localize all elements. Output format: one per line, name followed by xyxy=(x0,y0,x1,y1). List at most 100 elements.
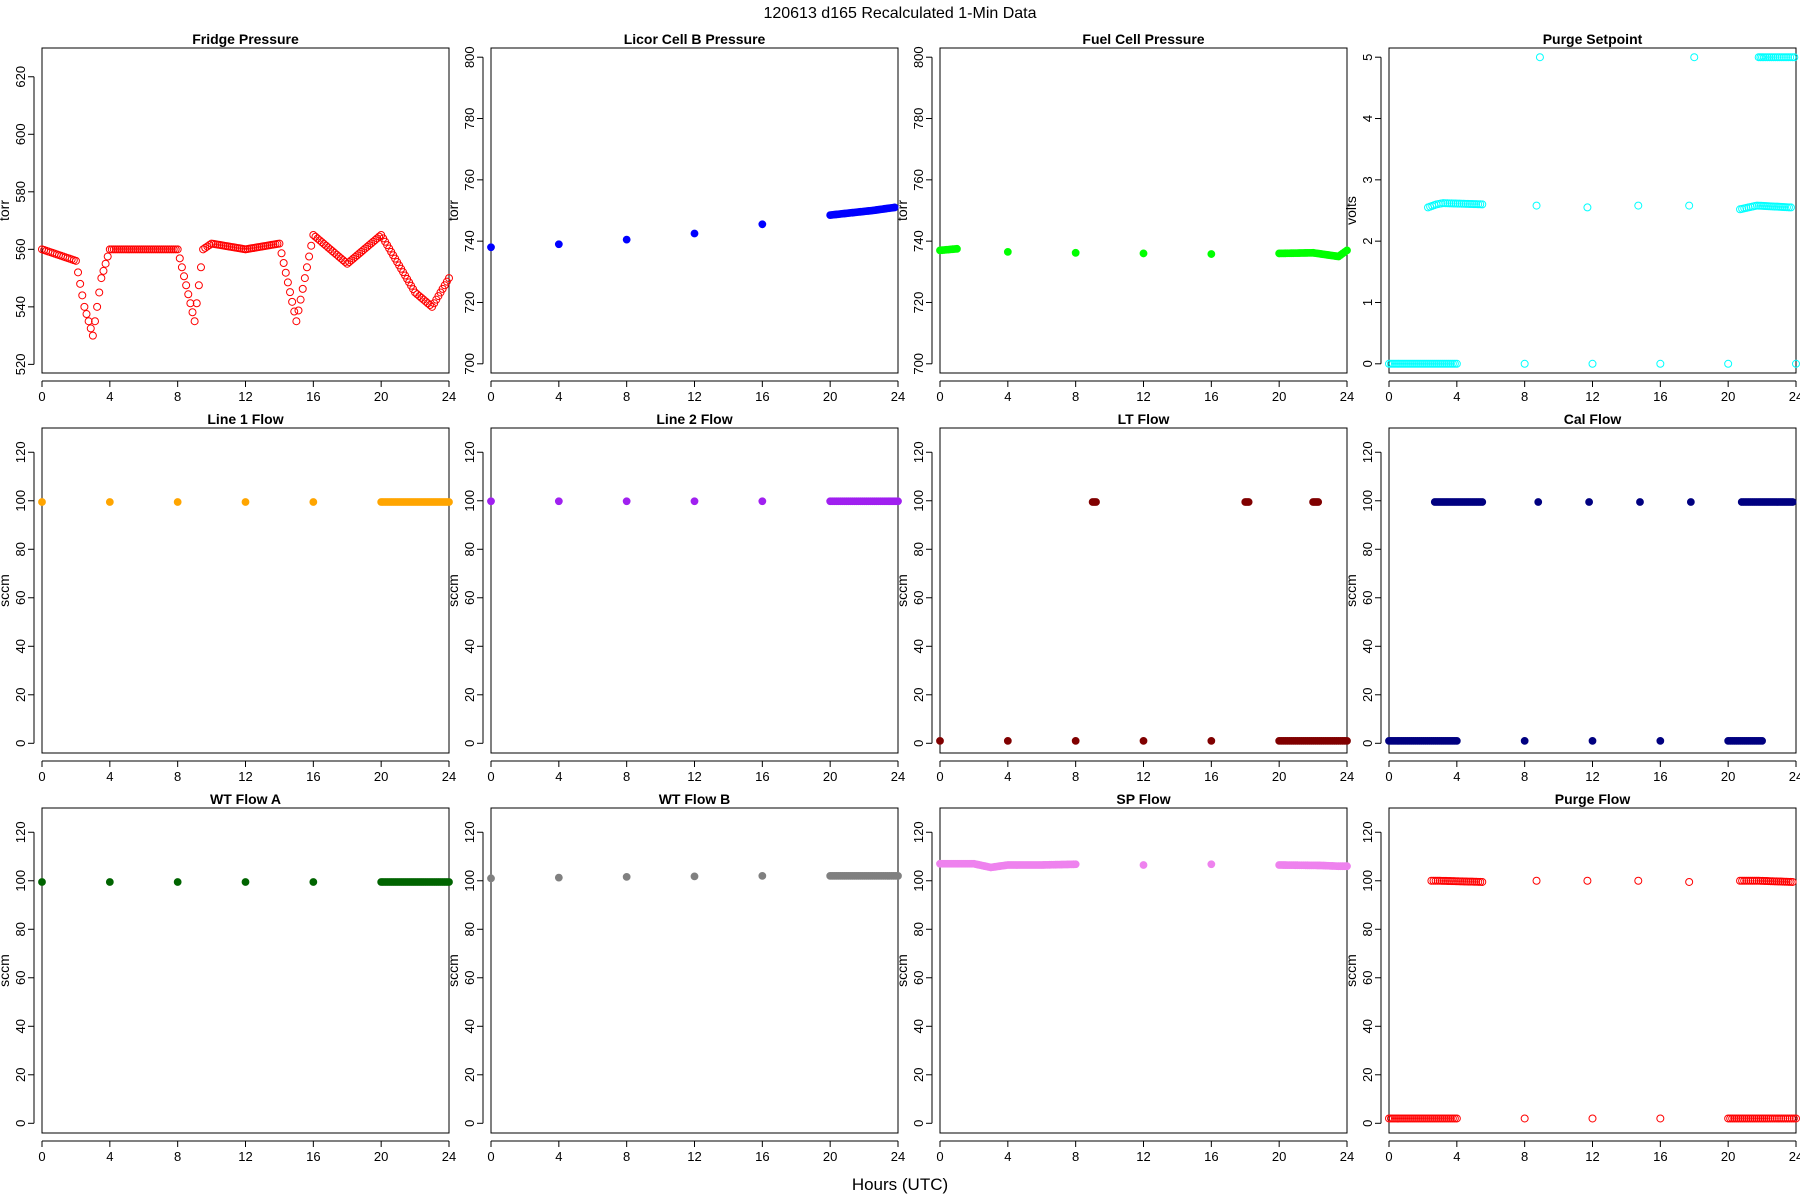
data-point xyxy=(1139,736,1148,745)
data-point xyxy=(1385,359,1393,368)
data-point xyxy=(1385,1114,1393,1123)
data-point xyxy=(1583,876,1592,885)
data-point xyxy=(1535,53,1544,62)
y-tick-label: 580 xyxy=(13,181,28,203)
data-point xyxy=(1428,1114,1437,1123)
y-axis-label: sccm xyxy=(894,954,910,987)
x-tick-label: 4 xyxy=(106,389,113,404)
data-point xyxy=(1396,1114,1405,1123)
panel-10: SP Flow sccm 0 20 40 60 80 100 120 0 4 8 12 16 20 24 xyxy=(894,791,1354,1164)
x-tick-label: 12 xyxy=(1585,769,1599,784)
data-point xyxy=(1386,1114,1395,1123)
x-tick-label: 16 xyxy=(306,1149,320,1164)
y-tick-label: 720 xyxy=(911,292,926,314)
data-point xyxy=(425,301,434,310)
x-tick-label: 16 xyxy=(306,389,320,404)
y-tick-label: 4 xyxy=(1360,115,1375,122)
data-point xyxy=(1402,359,1411,368)
data-point xyxy=(1343,246,1351,255)
data-point xyxy=(99,266,108,275)
data-point xyxy=(1724,359,1733,368)
x-tick-label: 16 xyxy=(755,769,769,784)
panel-title: SP Flow xyxy=(1116,791,1170,807)
data-point xyxy=(1786,203,1795,212)
data-point xyxy=(334,252,343,261)
data-point xyxy=(1459,199,1468,208)
data-point xyxy=(1406,1114,1415,1123)
data-point xyxy=(1766,1114,1775,1123)
y-axis-label: sccm xyxy=(1343,954,1359,987)
data-point xyxy=(1470,200,1479,209)
y-tick-label: 120 xyxy=(13,441,28,463)
x-tick-label: 24 xyxy=(891,389,905,404)
data-point xyxy=(322,241,331,250)
data-point xyxy=(165,245,174,254)
data-point xyxy=(1588,736,1597,745)
data-point xyxy=(1656,359,1665,368)
series xyxy=(1385,498,1797,745)
data-point xyxy=(241,498,250,506)
x-tick-label: 24 xyxy=(442,769,456,784)
data-point xyxy=(1398,1114,1407,1123)
data-point xyxy=(1439,199,1448,208)
data-point xyxy=(309,230,318,239)
x-tick-label: 24 xyxy=(442,1149,456,1164)
y-tick-label: 0 xyxy=(462,1120,477,1127)
data-point xyxy=(190,317,199,326)
data-point xyxy=(1476,200,1485,209)
data-point xyxy=(1761,53,1770,62)
x-tick-label: 4 xyxy=(1004,769,1011,784)
y-tick-label: 60 xyxy=(13,971,28,985)
panel-title: Line 1 Flow xyxy=(207,411,283,427)
y-tick-label: 80 xyxy=(911,922,926,936)
y-tick-label: 0 xyxy=(462,740,477,747)
data-point xyxy=(1434,359,1443,368)
x-tick-label: 0 xyxy=(936,769,943,784)
y-tick-label: 60 xyxy=(13,591,28,605)
data-point xyxy=(1726,1114,1735,1123)
y-tick-label: 120 xyxy=(911,821,926,843)
y-tick-label: 1 xyxy=(1360,299,1375,306)
x-tick-label: 4 xyxy=(555,1149,562,1164)
data-point xyxy=(129,245,138,254)
data-point xyxy=(1788,498,1797,506)
data-point xyxy=(1441,199,1450,208)
data-point xyxy=(317,238,326,247)
y-tick-label: 5 xyxy=(1360,54,1375,61)
data-point xyxy=(1404,359,1413,368)
data-point xyxy=(131,245,140,254)
y-tick-label: 780 xyxy=(462,108,477,130)
y-tick-label: 40 xyxy=(1360,1019,1375,1033)
data-point xyxy=(1388,359,1397,368)
data-point xyxy=(758,220,767,229)
x-tick-label: 24 xyxy=(1340,389,1354,404)
x-tick-label: 0 xyxy=(38,769,45,784)
data-point xyxy=(192,299,201,308)
data-point xyxy=(1444,359,1453,368)
data-point xyxy=(1777,53,1786,62)
data-point xyxy=(1392,359,1401,368)
data-point xyxy=(341,257,350,266)
data-point xyxy=(1754,1114,1763,1123)
data-point xyxy=(1686,498,1695,506)
data-point xyxy=(1424,359,1433,368)
series xyxy=(38,230,453,340)
y-tick-label: 40 xyxy=(462,1019,477,1033)
data-point xyxy=(1428,359,1437,368)
data-point xyxy=(103,252,112,261)
data-point xyxy=(1071,248,1080,257)
data-point xyxy=(1414,359,1423,368)
data-point xyxy=(1449,199,1458,208)
plot-frame xyxy=(939,427,1348,754)
y-tick-label: 80 xyxy=(13,922,28,936)
data-point xyxy=(1777,1114,1786,1123)
y-tick-label: 20 xyxy=(462,1068,477,1082)
data-point xyxy=(1767,53,1776,62)
data-point xyxy=(1756,1114,1765,1123)
panel-title: Cal Flow xyxy=(1564,411,1622,427)
x-tick-label: 24 xyxy=(1789,389,1800,404)
data-point xyxy=(936,736,944,745)
y-tick-label: 80 xyxy=(462,922,477,936)
y-tick-label: 100 xyxy=(1360,490,1375,512)
data-point xyxy=(1343,736,1351,745)
